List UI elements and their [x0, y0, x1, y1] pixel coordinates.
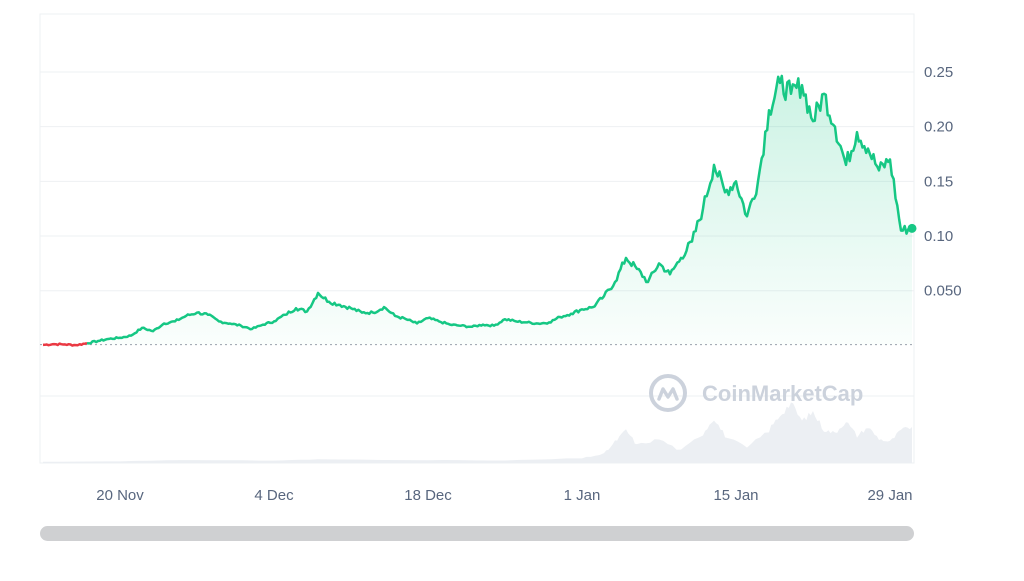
- y-tick-label: 0.25: [924, 64, 953, 81]
- latest-price-dot[interactable]: [907, 223, 917, 233]
- y-axis-ticks: 0.050 0.10 0.15 0.20 0.25: [924, 64, 962, 300]
- x-tick-label: 4 Dec: [254, 487, 294, 504]
- x-tick-label: 18 Dec: [404, 487, 452, 504]
- y-tick-label: 0.10: [924, 228, 953, 245]
- x-tick-label: 1 Jan: [564, 487, 601, 504]
- price-line-down-segment: [42, 341, 88, 347]
- y-tick-label: 0.15: [924, 173, 953, 190]
- price-line: [42, 74, 917, 347]
- watermark: CoinMarketCap: [649, 374, 863, 412]
- coinmarketcap-logo-icon: [649, 374, 687, 412]
- x-axis-ticks: 20 Nov 4 Dec 18 Dec 1 Jan 15 Jan 29 Jan: [96, 487, 912, 504]
- x-tick-label: 29 Jan: [867, 487, 912, 504]
- y-tick-label: 0.050: [924, 283, 962, 300]
- y-tick-label: 0.20: [924, 119, 953, 136]
- watermark-text: CoinMarketCap: [702, 381, 863, 406]
- x-tick-label: 15 Jan: [713, 487, 758, 504]
- price-area-fill: [43, 75, 912, 346]
- volume-area: [43, 402, 912, 463]
- x-tick-label: 20 Nov: [96, 487, 144, 504]
- volume-area-path: [43, 402, 912, 463]
- time-range-scrollbar[interactable]: [40, 526, 914, 541]
- price-line-up-segment: [86, 74, 913, 345]
- price-area-path: [43, 75, 912, 346]
